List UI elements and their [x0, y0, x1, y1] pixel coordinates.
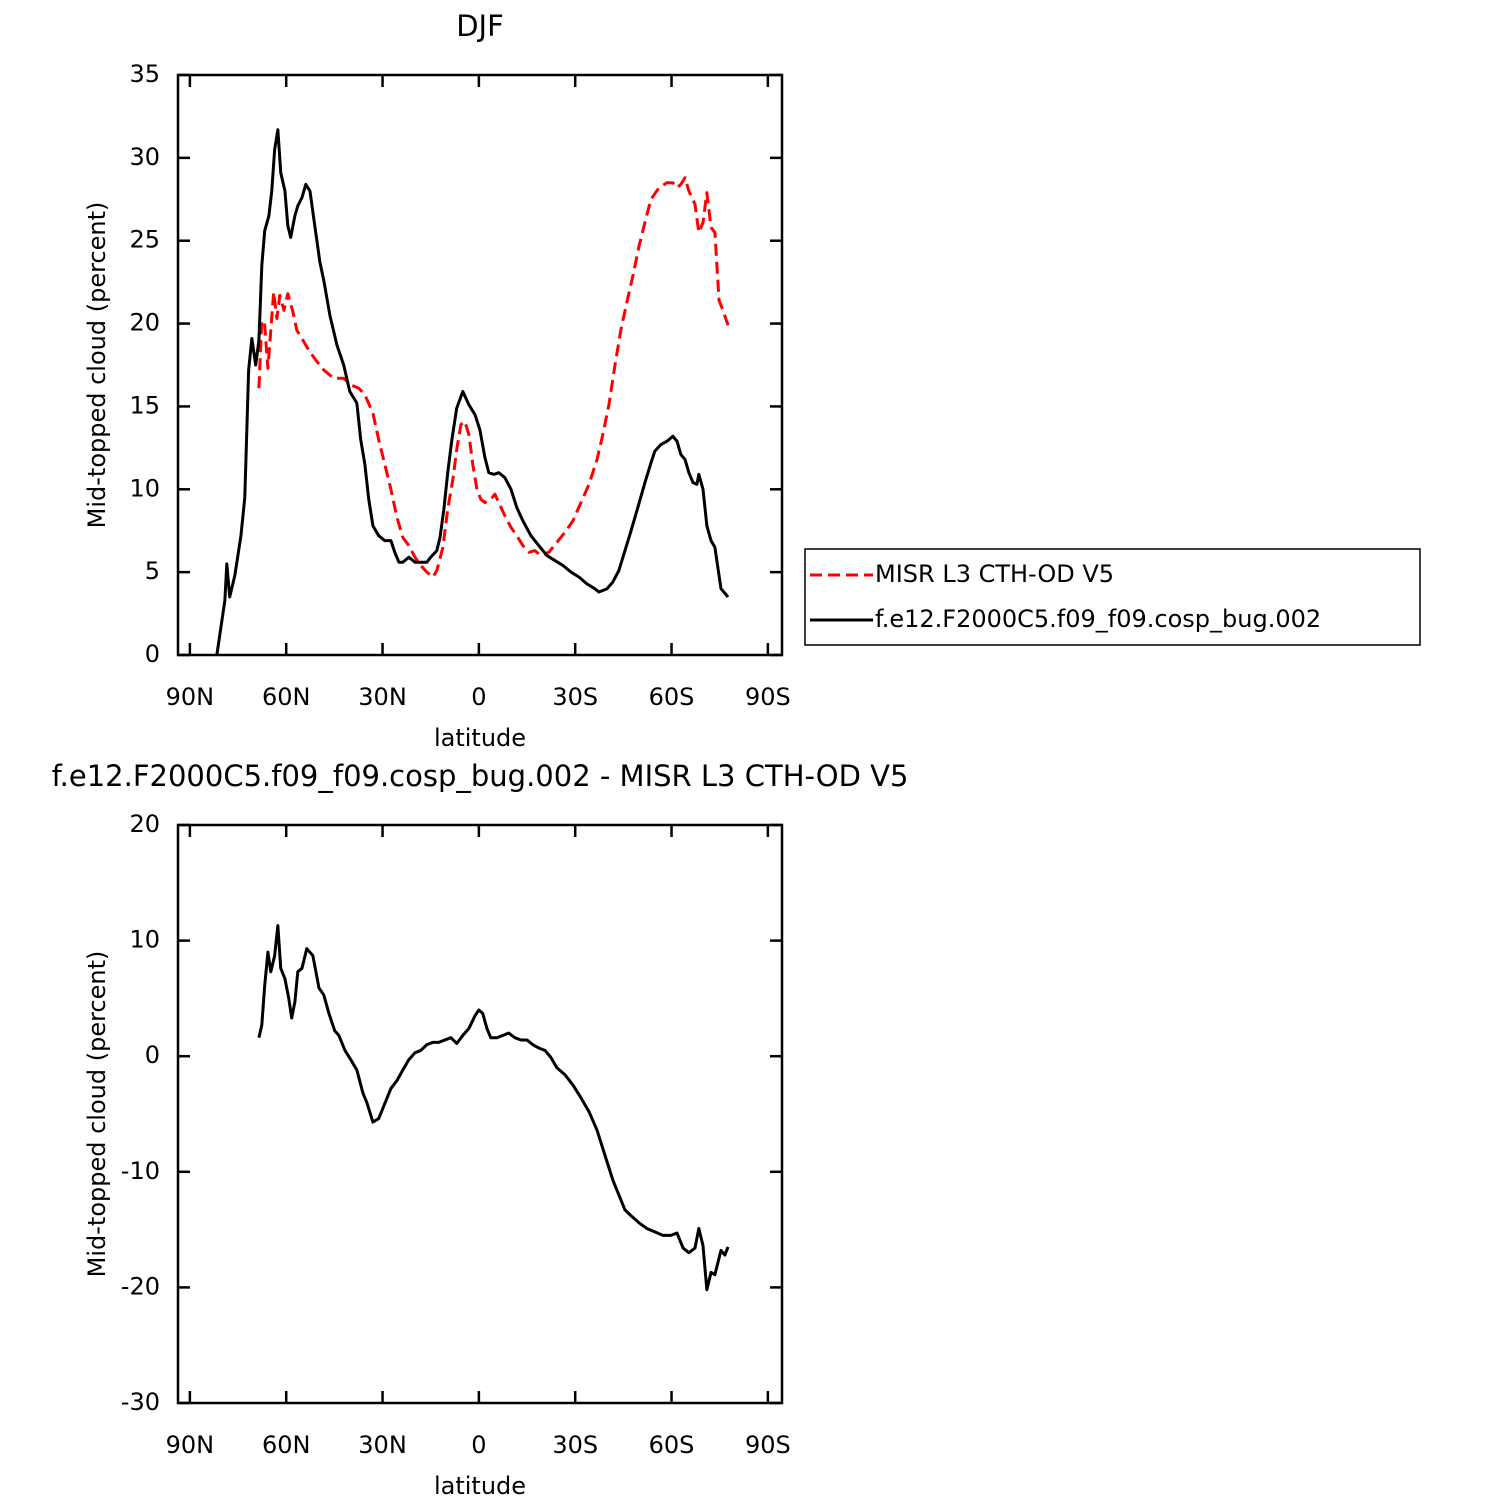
x-tick-label: 0	[471, 683, 486, 711]
x-tick-label: 90S	[745, 683, 791, 711]
x-tick-label: 90S	[745, 1431, 791, 1459]
y-tick-label: 15	[129, 391, 160, 419]
y-axis-label: Mid-topped cloud (percent)	[83, 951, 111, 1278]
y-tick-label: 35	[129, 60, 160, 88]
chart: DJF latitude Mid-topped cloud (percent) 0 5 1…	[83, 9, 1421, 752]
legend: MISR L3 CTH-OD V5 f.e12.F2000C5.f09_f09.c…	[804, 548, 1421, 646]
y-tick-label: -10	[121, 1157, 160, 1185]
x-tick-label: 60S	[649, 1431, 695, 1459]
y-tick-label: 25	[129, 226, 160, 254]
y-tick-label: 0	[145, 1041, 160, 1069]
data-line	[257, 176, 730, 579]
data-line	[257, 924, 730, 1292]
y-axis-label: Mid-topped cloud (percent)	[83, 202, 111, 529]
legend-box	[804, 548, 1421, 646]
x-tick-label: 30N	[358, 683, 407, 711]
chart-title: DJF	[456, 9, 504, 43]
chart-title: f.e12.F2000C5.f09_f09.cosp_bug.002 - MIS…	[52, 759, 909, 793]
y-tick-label: 10	[129, 474, 160, 502]
y-tick-label: 5	[145, 557, 160, 585]
x-axis-label: latitude	[434, 724, 526, 752]
y-tick-label: 10	[129, 926, 160, 954]
x-tick-label: 0	[471, 1431, 486, 1459]
x-tick-label: 60N	[262, 1431, 311, 1459]
chart: f.e12.F2000C5.f09_f09.cosp_bug.002 - MIS…	[52, 759, 909, 1500]
y-tick-label: -20	[121, 1272, 160, 1300]
data-line	[215, 128, 730, 656]
x-tick-label: 60S	[649, 683, 695, 711]
legend-label: MISR L3 CTH-OD V5	[875, 560, 1114, 588]
y-tick-label: 0	[145, 640, 160, 668]
legend-label: f.e12.F2000C5.f09_f09.cosp_bug.002	[875, 605, 1321, 633]
x-tick-label: 30N	[358, 1431, 407, 1459]
y-tick-label: 20	[129, 309, 160, 337]
x-tick-label: 30S	[552, 1431, 598, 1459]
x-tick-label: 90N	[166, 683, 215, 711]
x-tick-label: 60N	[262, 683, 311, 711]
x-tick-label: 30S	[552, 683, 598, 711]
x-tick-label: 90N	[166, 1431, 215, 1459]
y-tick-label: 20	[129, 810, 160, 838]
y-tick-label: -30	[121, 1388, 160, 1416]
plot-frame	[176, 823, 784, 1405]
x-axis-label: latitude	[434, 1472, 526, 1500]
y-tick-label: 30	[129, 143, 160, 171]
